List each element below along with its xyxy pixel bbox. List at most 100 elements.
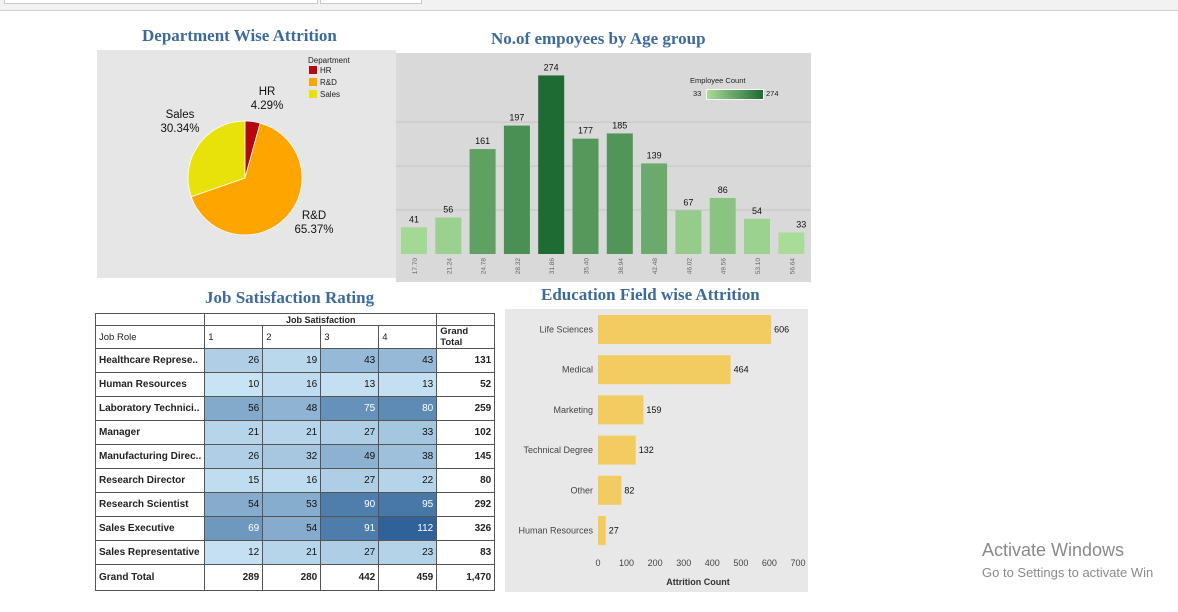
age-tick-label: 49.56 xyxy=(721,258,728,275)
age-bar-value-label: 67 xyxy=(683,197,693,207)
job-role-cell: Healthcare Represe.. xyxy=(94,348,206,373)
age-bar-value-label: 185 xyxy=(612,120,627,130)
rating-cell: 56 xyxy=(204,396,264,421)
age-chart-title: No.of empoyees by Age group xyxy=(491,29,706,48)
education-category-label: Life Sciences xyxy=(539,325,593,335)
row-grand-total-cell: 102 xyxy=(436,420,496,445)
age-bar-38.94 xyxy=(606,133,633,254)
column-grand-total-cell: 280 xyxy=(262,564,322,591)
age-tick-label: 56.64 xyxy=(789,258,796,275)
education-x-tick: 100 xyxy=(619,558,634,568)
age-bar-17.70 xyxy=(401,227,427,254)
age-bar-value-label: 86 xyxy=(718,185,728,195)
table-row: Human Resources 10 16 13 13 52 xyxy=(94,372,496,397)
table-row: Manufacturing Direc.. 26 32 49 38 145 xyxy=(94,444,496,469)
age-tick-label: 53.10 xyxy=(755,258,762,275)
education-bar-other xyxy=(598,475,622,505)
pie-label-sales: Sales 30.34% xyxy=(160,109,199,135)
education-x-tick: 400 xyxy=(705,558,720,568)
job-satisfaction-table: Job Satisfaction Job Role 1 2 3 4 Grand … xyxy=(94,313,496,591)
rating-cell: 16 xyxy=(262,372,322,397)
pie-legend-title: Department xyxy=(308,56,350,65)
age-tick-label: 28.32 xyxy=(515,258,522,275)
rating-cell: 91 xyxy=(320,516,380,541)
education-bar-medical xyxy=(598,355,731,385)
department-chart-title: Department Wise Attrition xyxy=(142,26,337,45)
job-role-cell: Research Director xyxy=(94,468,206,493)
rating-cell: 19 xyxy=(262,348,322,373)
row-grand-total-cell: 52 xyxy=(436,372,496,397)
table-row: Sales Representative 12 21 27 23 83 xyxy=(94,540,496,565)
age-bar-value-label: 274 xyxy=(544,62,559,72)
pie-label-rd: R&D 65.37% xyxy=(294,210,333,236)
rating-cell: 21 xyxy=(262,540,322,565)
rating-cell: 23 xyxy=(378,540,438,565)
age-bar-value-label: 54 xyxy=(752,206,762,216)
rating-cell: 13 xyxy=(378,372,438,397)
job-role-header: Job Role xyxy=(94,325,206,349)
education-value-label: 464 xyxy=(734,365,749,375)
education-category-label: Technical Degree xyxy=(523,445,593,455)
table-row: Research Director 15 16 27 22 80 xyxy=(94,468,496,493)
column-grand-total-cell: 459 xyxy=(378,564,438,591)
age-tick-label: 38.94 xyxy=(618,258,625,275)
job-role-cell: Human Resources xyxy=(94,372,206,397)
age-tick-label: 46.02 xyxy=(686,258,693,275)
rating-cell: 16 xyxy=(262,468,322,493)
row-grand-total-cell: 131 xyxy=(436,348,496,373)
education-x-tick: 700 xyxy=(790,558,805,568)
education-bar-technical-degree xyxy=(598,435,636,465)
age-tick-label: 24.78 xyxy=(481,258,488,275)
row-grand-total-cell: 80 xyxy=(436,468,496,493)
pie-legend-item-rd: R&D xyxy=(309,78,337,87)
age-bar-value-label: 139 xyxy=(647,150,662,160)
rating-cell: 22 xyxy=(378,468,438,493)
education-x-tick: 500 xyxy=(733,558,748,568)
browser-topbar xyxy=(0,0,1178,11)
job-role-cell: Manager xyxy=(94,420,206,445)
rating-cell: 54 xyxy=(262,516,322,541)
col-header-2: 2 xyxy=(262,325,322,349)
rating-cell: 38 xyxy=(378,444,438,469)
job-role-cell: Manufacturing Direc.. xyxy=(94,444,206,469)
education-value-label: 27 xyxy=(609,526,619,536)
age-legend-max: 274 xyxy=(766,89,779,98)
age-bar-46.02 xyxy=(675,210,702,254)
age-bar-53.10 xyxy=(744,218,770,254)
age-bar-28.32 xyxy=(503,125,530,254)
education-chart-title: Education Field wise Attrition xyxy=(541,285,760,304)
rating-cell: 49 xyxy=(320,444,380,469)
table-row: Laboratory Technici.. 56 48 75 80 259 xyxy=(94,396,496,421)
table-row: Healthcare Represe.. 26 19 43 43 131 xyxy=(94,348,496,373)
rating-cell: 54 xyxy=(204,492,264,517)
rating-cell: 33 xyxy=(378,420,438,445)
age-tick-label: 42.48 xyxy=(652,258,659,275)
age-tick-label: 31.86 xyxy=(549,258,556,275)
age-bar-panel: 41 17.70 56 21.24 161 24.78 197 28.32 274 31.86 17… xyxy=(396,53,811,282)
row-grand-total-cell: 326 xyxy=(436,516,496,541)
age-bar-31.86 xyxy=(538,75,565,254)
overall-grand-total-cell: 1,470 xyxy=(436,564,496,591)
rating-cell: 95 xyxy=(378,492,438,517)
age-bar-49.56 xyxy=(709,197,736,254)
education-bar-human-resources xyxy=(598,516,606,545)
age-bar-35.40 xyxy=(572,138,599,254)
age-bar-value-label: 197 xyxy=(509,113,524,123)
age-legend-title: Employee Count xyxy=(690,76,746,85)
education-x-axis-label: Attrition Count xyxy=(666,577,729,587)
col-header-3: 3 xyxy=(320,325,380,349)
rating-cell: 21 xyxy=(204,420,264,445)
age-legend-gradient xyxy=(706,89,764,100)
row-grand-total-cell: 259 xyxy=(436,396,496,421)
job-satisfaction-group-header: Job Satisfaction xyxy=(204,313,438,326)
age-bar-value-label: 177 xyxy=(578,126,593,136)
legend-label: Sales xyxy=(320,90,341,99)
grand-total-row: Grand Total 289 280 442 459 1,470 xyxy=(94,564,496,591)
legend-swatch xyxy=(309,90,317,98)
legend-label: HR xyxy=(320,66,332,75)
age-bar-value-label: 33 xyxy=(796,219,806,229)
rating-cell: 26 xyxy=(204,348,264,373)
grand-total-label: Grand Total xyxy=(94,564,206,591)
row-grand-total-cell: 292 xyxy=(436,492,496,517)
education-x-tick: 200 xyxy=(648,558,663,568)
